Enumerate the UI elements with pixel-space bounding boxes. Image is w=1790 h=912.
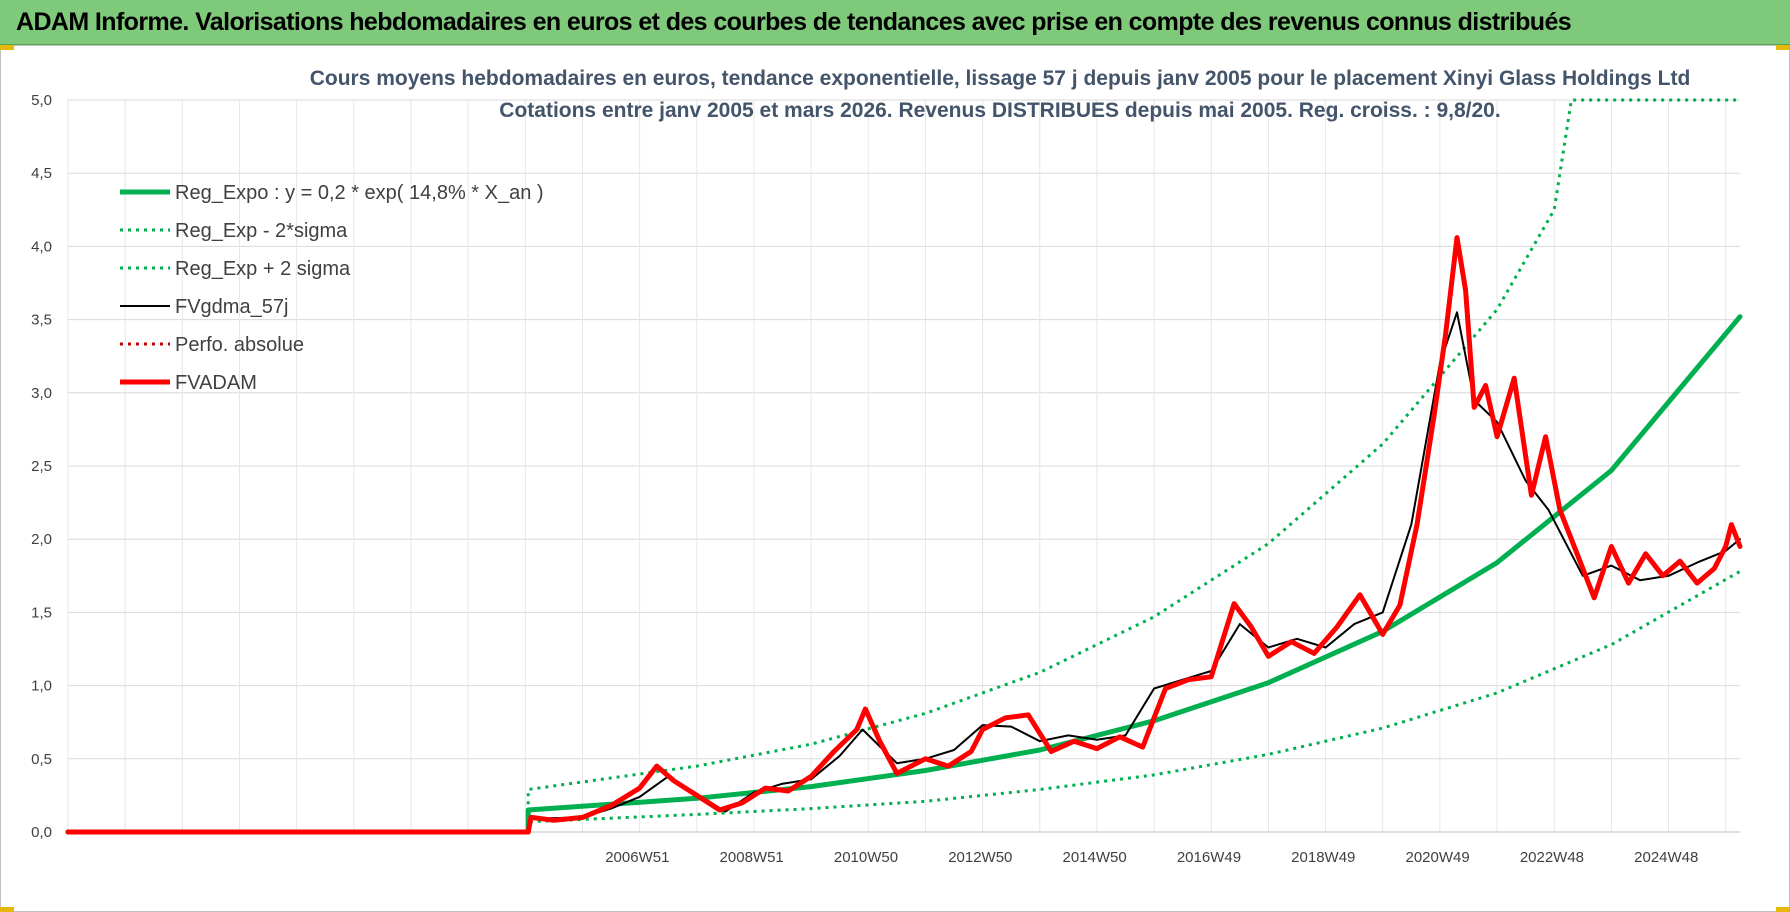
y-tick-label: 0,5 (31, 751, 52, 768)
corner-mark-tr (1776, 45, 1790, 50)
y-tick-label: 5,0 (31, 92, 52, 109)
legend-label: Perfo. absolue (175, 334, 304, 356)
y-axis-ticks: 0,0 0,5 1,0 1,5 2,0 2,5 3,0 3,5 4,0 4,5 5,0 (31, 92, 52, 841)
chart-title-line2: Cotations entre janv 2005 et mars 2026. … (499, 99, 1500, 122)
y-tick-label: 3,0 (31, 385, 52, 402)
y-tick-label: 4,0 (31, 238, 52, 255)
legend-label: FVADAM (175, 372, 257, 394)
x-tick-label: 2008W51 (720, 849, 784, 866)
series-line-5 (65, 235, 1743, 835)
legend: Reg_Expo : y = 0,2 * exp( 14,8% * X_an )… (120, 182, 544, 394)
x-tick-label: 2012W50 (948, 849, 1012, 866)
x-tick-label: 2022W48 (1520, 849, 1584, 866)
legend-label: Reg_Expo : y = 0,2 * exp( 14,8% * X_an ) (175, 182, 544, 204)
legend-label: Reg_Exp - 2*sigma (175, 220, 348, 242)
corner-mark-bl (0, 907, 14, 912)
x-tick-label: 2020W49 (1406, 849, 1470, 866)
y-tick-label: 2,0 (31, 531, 52, 548)
y-tick-label: 1,5 (31, 604, 52, 621)
chart-title-line1: Cours moyens hebdomadaires en euros, ten… (310, 67, 1691, 90)
x-tick-label: 2016W49 (1177, 849, 1241, 866)
x-axis-ticks: 2006W51 2008W51 2010W50 2012W50 2014W50 2016W… (605, 849, 1698, 866)
y-tick-label: 1,0 (31, 678, 52, 695)
banner-title: ADAM Informe. Valorisations hebdomadaire… (16, 8, 1572, 36)
y-tick-label: 2,5 (31, 458, 52, 475)
x-tick-label: 2010W50 (834, 849, 898, 866)
corner-mark-tl (0, 45, 14, 50)
y-tick-label: 0,0 (31, 824, 52, 841)
grid (67, 99, 1740, 833)
x-tick-label: 2018W49 (1291, 849, 1355, 866)
x-tick-label: 2014W50 (1063, 849, 1127, 866)
y-tick-label: 4,5 (31, 165, 52, 182)
legend-label: Reg_Exp + 2 sigma (175, 258, 351, 280)
x-tick-label: 2006W51 (605, 849, 669, 866)
chart: 0,0 0,5 1,0 1,5 2,0 2,5 3,0 3,5 4,0 4,5 5,0 2006W5… (31, 67, 1743, 866)
series-group (65, 98, 1743, 835)
y-tick-label: 3,5 (31, 312, 52, 329)
banner: ADAM Informe. Valorisations hebdomadaire… (0, 0, 1790, 45)
corner-mark-br (1776, 907, 1790, 912)
series-line-1 (68, 570, 1741, 834)
legend-label: FVgdma_57j (175, 296, 288, 318)
x-tick-label: 2024W48 (1634, 849, 1698, 866)
